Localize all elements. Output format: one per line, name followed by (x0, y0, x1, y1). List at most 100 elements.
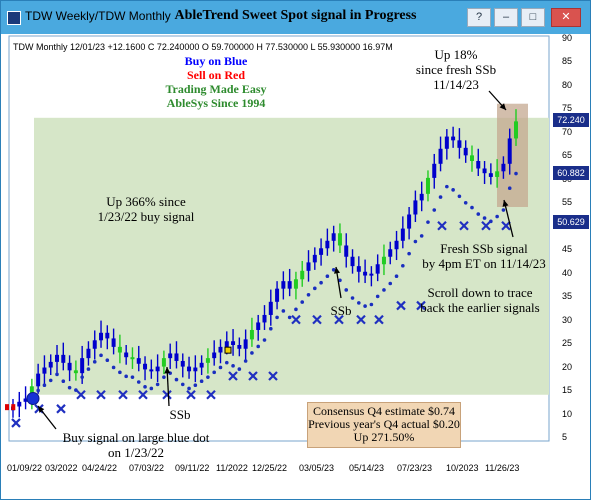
candle-body (149, 369, 154, 372)
support-dot (61, 379, 66, 383)
x-tick: 11/2022 (216, 463, 248, 473)
support-dot (275, 315, 279, 320)
y-badge-close: 72.240 (553, 113, 589, 127)
candle-body (432, 163, 437, 178)
candle-body (199, 362, 204, 368)
support-dot (363, 304, 367, 308)
candle-body (413, 200, 418, 215)
support-dot (451, 188, 455, 192)
support-dot (501, 208, 506, 212)
candle-body (275, 288, 280, 302)
annotation-buy-signal: Buy signal on large blue dot on 1/23/22 (41, 430, 231, 460)
candle-body (312, 254, 317, 263)
candle-body (469, 155, 474, 161)
stop-cross-marker (76, 389, 86, 400)
y-tick: 45 (562, 244, 573, 254)
support-dot (250, 351, 254, 355)
support-dot (86, 367, 91, 371)
support-dot (432, 208, 437, 212)
close-button[interactable]: ✕ (551, 8, 581, 27)
candle-body (105, 332, 110, 339)
candle-body (325, 240, 330, 249)
candle-body (205, 358, 210, 363)
maximize-button[interactable]: □ (521, 8, 545, 27)
annotation-buy-line2: on 1/23/22 (108, 445, 164, 460)
stop-cross-marker (228, 371, 238, 381)
candle-body (80, 358, 85, 374)
candle-body (256, 322, 261, 330)
support-dot (300, 300, 305, 304)
annotation-up366: Up 366% since 1/23/22 buy signal (81, 194, 211, 224)
candle-body (130, 357, 135, 360)
support-dot (149, 386, 154, 391)
stop-cross-marker (334, 314, 344, 325)
candle-body (193, 367, 198, 372)
annotation-scroll-line2: back the earlier signals (420, 300, 540, 315)
support-dot (143, 385, 147, 389)
support-dot (394, 274, 399, 279)
stop-cross-marker (138, 389, 148, 400)
candle-body (457, 140, 462, 148)
support-dot (111, 365, 116, 370)
support-dot (212, 370, 216, 375)
support-dot (344, 288, 349, 292)
support-dot (187, 386, 191, 391)
help-button[interactable]: ? (467, 8, 491, 27)
support-dot (438, 195, 443, 199)
support-dot (357, 301, 361, 305)
candle-body (48, 361, 53, 368)
arrow-buy-signal-head (38, 406, 45, 413)
price-chart[interactable] (1, 34, 590, 499)
candle-body (356, 266, 361, 272)
minimize-button[interactable]: – (494, 8, 518, 27)
consensus-line3: Up 271.50% (353, 430, 415, 444)
support-dot (457, 194, 462, 199)
candle-body (161, 358, 166, 367)
annotation-ssb-left: SSb (169, 407, 191, 422)
tab-tdw[interactable]: TDW Weekly/TDW Monthly (25, 9, 171, 23)
y-tick: 65 (562, 150, 573, 160)
support-dot (287, 315, 292, 320)
support-dot (281, 309, 286, 313)
x-tick: 09/11/22 (175, 463, 210, 473)
legend-sell: Sell on Red (186, 68, 245, 82)
title-bar: TDW Weekly/TDW Monthly AbleTrend Sweet S… (1, 1, 590, 34)
support-dot (482, 216, 487, 220)
support-dot (237, 367, 242, 371)
support-dot (42, 383, 47, 388)
arrow-ssb-left-head (164, 367, 171, 374)
candle-body (375, 264, 380, 274)
candle-body (143, 363, 148, 370)
candle-body (73, 370, 78, 374)
candle-body (425, 177, 430, 194)
y-tick: 90 (562, 33, 573, 43)
candle-body (300, 270, 305, 280)
legend-trading: Trading Made Easy (165, 82, 267, 96)
support-dot (74, 388, 78, 392)
y-tick: 75 (562, 103, 573, 113)
legend-ablesys: AbleSys Since 1994 (166, 96, 266, 110)
candle-body (174, 353, 179, 361)
candle-body (344, 245, 349, 257)
annotation-up18-line2: since fresh SSb (415, 62, 497, 77)
support-dot (55, 372, 59, 377)
annotation-up18: Up 18% since fresh SSb 11/14/23 (401, 47, 511, 92)
yellow-signal-marker (224, 346, 232, 354)
support-dot (463, 200, 468, 205)
x-tick: 11/26/23 (485, 463, 520, 473)
sell-bar (5, 404, 9, 411)
info-line: TDW Monthly 12/01/23 +12.1600 C 72.24000… (13, 42, 393, 52)
support-dot (470, 205, 474, 210)
candle-body (463, 147, 468, 156)
x-tick: 10/2023 (446, 463, 479, 473)
candle-body (67, 362, 72, 371)
y-tick: 15 (562, 385, 573, 395)
support-dot (495, 214, 499, 219)
support-dot (155, 382, 160, 387)
support-dot (118, 370, 122, 375)
candle-body (168, 353, 173, 359)
candle-body (331, 233, 336, 241)
candle-body (394, 240, 399, 250)
candle-body (111, 338, 116, 347)
